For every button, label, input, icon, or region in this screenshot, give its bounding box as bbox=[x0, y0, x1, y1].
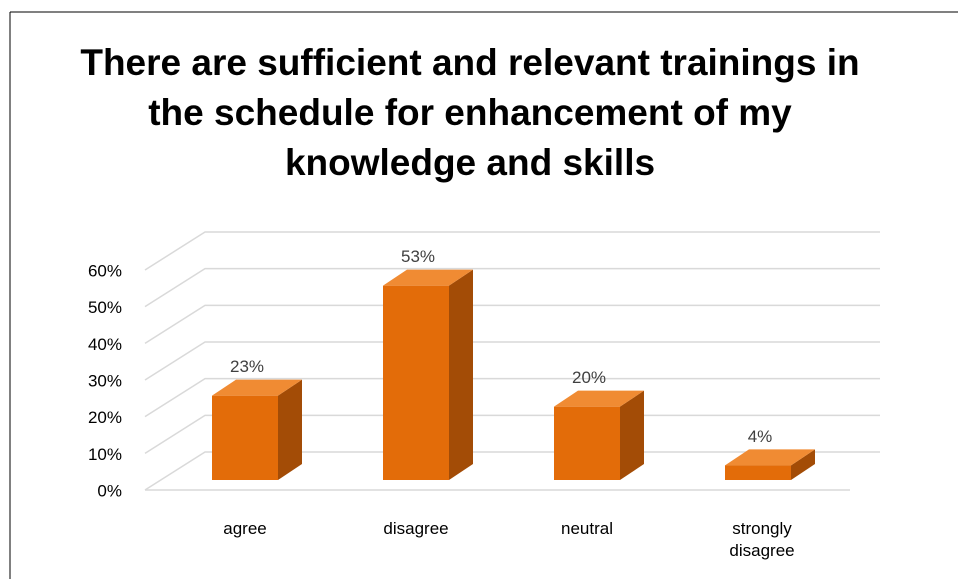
bar bbox=[554, 406, 620, 480]
x-tick-label: agree bbox=[223, 519, 267, 538]
bar-side bbox=[620, 390, 644, 480]
grid-line bbox=[144, 414, 880, 454]
grid-line bbox=[144, 341, 880, 381]
y-tick-label: 20% bbox=[88, 408, 122, 427]
grid-line bbox=[144, 231, 880, 271]
bar-side bbox=[791, 449, 815, 480]
grid-line bbox=[144, 377, 880, 418]
bar-top bbox=[554, 390, 644, 407]
grid-line bbox=[144, 267, 880, 308]
data-label: 53% bbox=[401, 247, 435, 266]
y-tick-label: 10% bbox=[88, 445, 122, 464]
data-label: 4% bbox=[748, 427, 773, 446]
y-tick-label: 30% bbox=[88, 371, 122, 390]
bar-side bbox=[449, 269, 473, 480]
bar-top bbox=[725, 449, 815, 466]
bar bbox=[212, 395, 278, 480]
x-tick-label: disagree bbox=[383, 519, 449, 538]
y-tick-label: 60% bbox=[88, 261, 122, 280]
bar bbox=[725, 465, 791, 480]
y-tick-label: 40% bbox=[88, 335, 122, 354]
data-label: 23% bbox=[230, 357, 264, 376]
data-label: 20% bbox=[572, 368, 606, 387]
x-tick-label: neutral bbox=[561, 519, 613, 538]
bar bbox=[383, 285, 449, 480]
y-tick-label: 0% bbox=[97, 481, 122, 500]
grid-line bbox=[144, 304, 880, 344]
bar-top bbox=[212, 379, 302, 396]
grid-line bbox=[144, 451, 880, 491]
x-tick-label: strongly disagree bbox=[729, 519, 795, 560]
chart-title: There are sufficient and relevant traini… bbox=[80, 42, 860, 183]
bar-top bbox=[383, 269, 473, 286]
y-tick-label: 50% bbox=[88, 298, 122, 317]
bar-side bbox=[278, 379, 302, 480]
